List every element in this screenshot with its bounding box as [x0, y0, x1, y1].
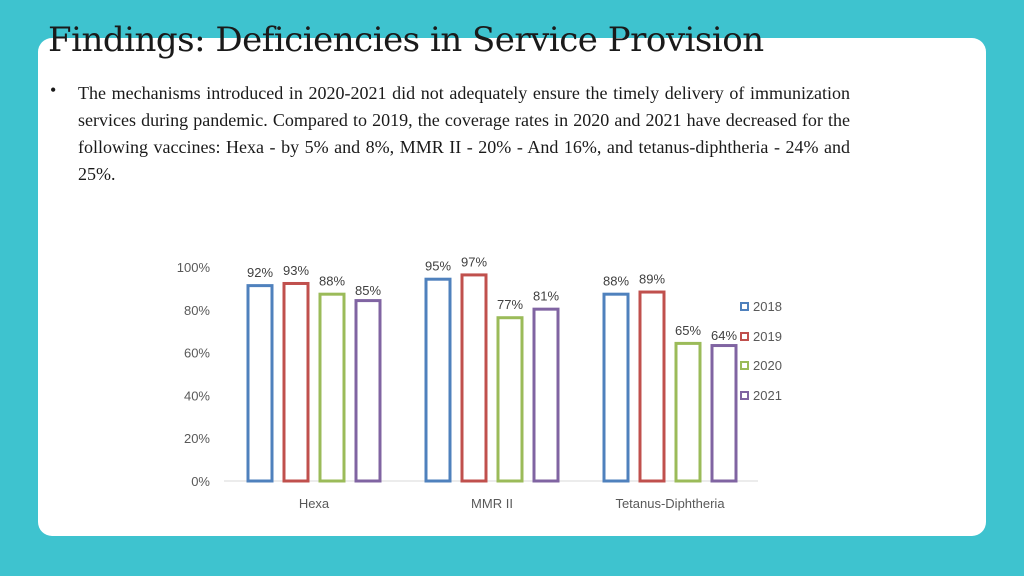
bar-2020-tetanus-diphtheria: [674, 341, 702, 483]
data-label: 65%: [675, 323, 701, 338]
data-label: 64%: [711, 328, 737, 343]
bar-2019-mmr-ii: [460, 273, 488, 483]
legend-swatch: [740, 331, 749, 341]
slide-title: Findings: Deficiencies in Service Provis…: [48, 20, 764, 60]
bar-2021-tetanus-diphtheria: [710, 344, 738, 483]
data-label: 95%: [425, 259, 451, 274]
bar-2021-hexa: [354, 299, 382, 483]
y-tick-label: 100%: [177, 260, 211, 275]
bar-2020-hexa: [318, 292, 346, 483]
data-label: 92%: [247, 265, 273, 280]
y-tick-label: 0%: [191, 474, 210, 489]
chart-legend: 2018 2019 2020 2021: [740, 292, 820, 410]
legend-label: 2018: [753, 299, 782, 315]
y-tick-label: 40%: [184, 388, 210, 403]
legend-label: 2019: [753, 328, 782, 344]
data-label: 85%: [355, 283, 381, 298]
bar-2019-hexa: [282, 281, 310, 483]
data-label: 89%: [639, 272, 665, 287]
bullet-item: • The mechanisms introduced in 2020-2021…: [50, 80, 850, 188]
legend-swatch: [740, 302, 749, 312]
bullet-text: The mechanisms introduced in 2020-2021 d…: [78, 83, 850, 184]
bar-2018-mmr-ii: [424, 277, 452, 483]
legend-item: 2019: [740, 322, 820, 352]
data-label: 77%: [497, 297, 523, 312]
bar-2018-tetanus-diphtheria: [602, 292, 630, 483]
legend-swatch: [740, 361, 749, 371]
data-label: 93%: [283, 263, 309, 278]
legend-label: 2020: [753, 358, 782, 374]
x-category-label: Hexa: [299, 496, 330, 511]
bullet-marker: •: [50, 80, 57, 100]
legend-item: 2020: [740, 351, 820, 381]
y-tick-label: 20%: [184, 431, 210, 446]
legend-label: 2021: [753, 387, 782, 403]
legend-item: 2021: [740, 381, 820, 411]
data-label: 88%: [319, 274, 345, 289]
bar-2018-hexa: [246, 284, 274, 483]
legend-swatch: [740, 390, 749, 400]
bar-2019-tetanus-diphtheria: [638, 290, 666, 483]
legend-item: 2018: [740, 292, 820, 322]
data-label: 88%: [603, 274, 629, 289]
data-label: 81%: [533, 289, 559, 304]
bar-2021-mmr-ii: [532, 307, 560, 483]
data-label: 97%: [461, 254, 487, 269]
x-category-label: Tetanus-Diphtheria: [615, 496, 725, 511]
x-category-label: MMR II: [471, 496, 513, 511]
y-tick-label: 60%: [184, 346, 210, 361]
bar-2020-mmr-ii: [496, 316, 524, 483]
y-tick-label: 80%: [184, 303, 210, 318]
